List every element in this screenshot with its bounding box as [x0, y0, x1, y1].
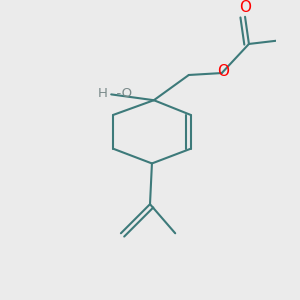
Text: H: H	[98, 87, 108, 100]
Text: O: O	[239, 0, 251, 15]
Text: -O: -O	[108, 87, 132, 100]
Text: O: O	[217, 64, 229, 80]
